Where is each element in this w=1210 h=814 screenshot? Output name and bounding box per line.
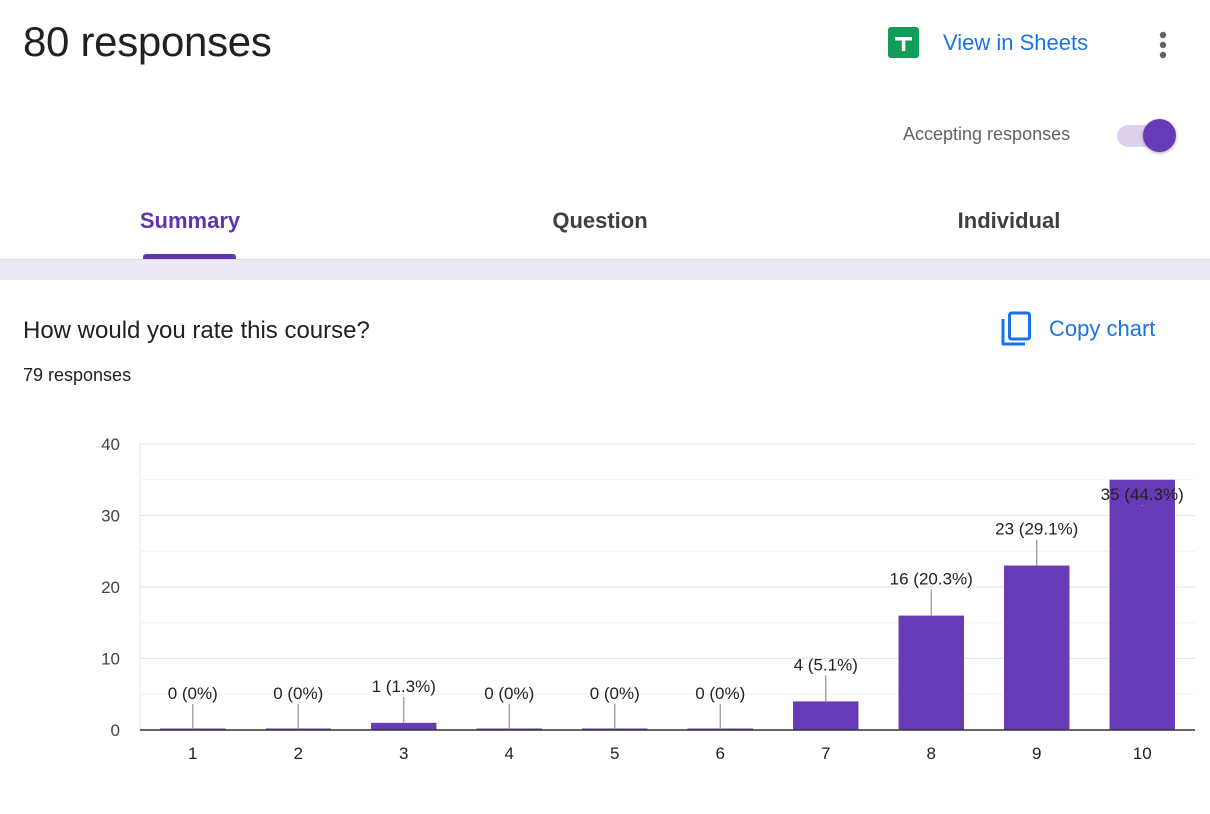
- accepting-responses-toggle[interactable]: [1117, 118, 1179, 154]
- y-tick-label: 20: [101, 578, 120, 597]
- data-label: 0 (0%): [168, 684, 218, 703]
- y-tick-label: 10: [101, 650, 120, 669]
- x-tick-label: 9: [1032, 744, 1041, 763]
- x-tick-label: 2: [294, 744, 303, 763]
- active-tab-indicator: [143, 254, 236, 259]
- copy-icon: [1001, 311, 1031, 346]
- view-in-sheets-link[interactable]: View in Sheets: [943, 30, 1089, 55]
- x-tick-label: 7: [821, 744, 830, 763]
- x-tick-label: 8: [927, 744, 936, 763]
- bar: [1004, 565, 1070, 730]
- data-label: 23 (29.1%): [995, 520, 1078, 539]
- data-label: 4 (5.1%): [794, 655, 858, 674]
- bar: [898, 615, 964, 730]
- bar: [371, 722, 437, 730]
- y-tick-label: 30: [101, 507, 120, 526]
- x-tick-label: 4: [505, 744, 514, 763]
- question-title: How would you rate this course?: [23, 317, 370, 344]
- x-tick-label: 6: [716, 744, 725, 763]
- rating-bar-chart: 0 10 20 30 40 0 (0%) 1 0 (0%) 2 1 (1.3%) 3 0 (0%) 4 0…: [101, 435, 1195, 763]
- data-label: 0 (0%): [273, 684, 323, 703]
- data-label: 35 (44.3%): [1101, 485, 1184, 504]
- data-label: 16 (20.3%): [890, 570, 973, 589]
- copy-chart-label: Copy chart: [1049, 316, 1156, 341]
- x-tick-label: 10: [1133, 744, 1152, 763]
- y-tick-label: 0: [111, 721, 120, 740]
- tab-summary[interactable]: Summary: [139, 208, 241, 233]
- google-sheets-icon[interactable]: [888, 27, 919, 58]
- bar: [1109, 479, 1175, 730]
- copy-chart-button[interactable]: Copy chart: [1001, 311, 1155, 347]
- section-divider-band: [0, 259, 1210, 280]
- accepting-responses-label: Accepting responses: [903, 124, 1071, 144]
- more-vert-icon[interactable]: [1147, 27, 1179, 63]
- data-label: 0 (0%): [484, 684, 534, 703]
- page-title: 80 responses: [23, 18, 272, 65]
- data-label: 1 (1.3%): [372, 677, 436, 696]
- tab-individual[interactable]: Individual: [957, 208, 1061, 233]
- data-label: 0 (0%): [695, 684, 745, 703]
- x-tick-label: 5: [610, 744, 619, 763]
- data-label: 0 (0%): [590, 684, 640, 703]
- question-response-count: 79 responses: [23, 365, 132, 385]
- bar: [793, 701, 859, 730]
- tab-question[interactable]: Question: [552, 208, 648, 233]
- toggle-knob: [1143, 119, 1176, 152]
- y-tick-label: 40: [101, 435, 120, 454]
- x-tick-label: 1: [188, 744, 197, 763]
- x-tick-label: 3: [399, 744, 408, 763]
